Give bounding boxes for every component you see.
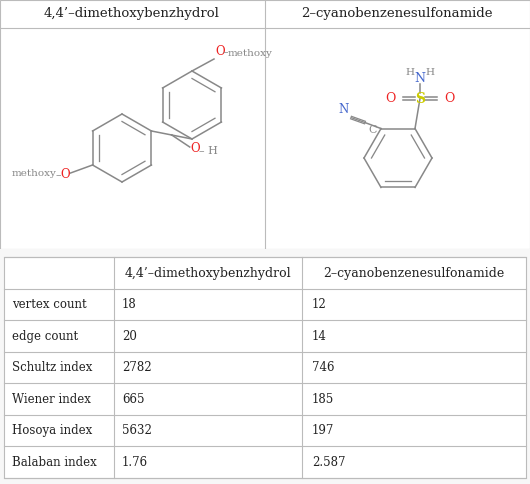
Text: 2–cyanobenzenesulfonamide: 2–cyanobenzenesulfonamide <box>323 267 505 280</box>
Text: Schultz index: Schultz index <box>12 361 92 374</box>
Text: 185: 185 <box>312 393 334 406</box>
Text: 2–cyanobenzenesulfonamide: 2–cyanobenzenesulfonamide <box>301 7 493 20</box>
Text: 12: 12 <box>312 298 327 311</box>
Text: O: O <box>191 141 200 154</box>
Text: Hosoya index: Hosoya index <box>12 424 92 437</box>
Text: 197: 197 <box>312 424 334 437</box>
Text: 18: 18 <box>122 298 137 311</box>
Text: – H: – H <box>199 146 218 156</box>
Text: Balaban index: Balaban index <box>12 456 97 469</box>
Text: 665: 665 <box>122 393 145 406</box>
Text: methoxy: methoxy <box>12 169 57 179</box>
Text: H: H <box>426 68 435 77</box>
Text: 5632: 5632 <box>122 424 152 437</box>
Text: N: N <box>414 72 426 85</box>
Text: S: S <box>415 91 425 106</box>
Text: methoxy: methoxy <box>228 49 273 58</box>
Text: 746: 746 <box>312 361 334 374</box>
Text: 4,4’–dimethoxybenzhydrol: 4,4’–dimethoxybenzhydrol <box>44 7 220 20</box>
Text: O: O <box>386 92 396 105</box>
Text: 4,4’–dimethoxybenzhydrol: 4,4’–dimethoxybenzhydrol <box>125 267 292 280</box>
Text: N: N <box>339 103 349 116</box>
Text: Wiener index: Wiener index <box>12 393 91 406</box>
Text: O: O <box>215 45 225 58</box>
Text: –: – <box>56 170 61 180</box>
Text: 2782: 2782 <box>122 361 152 374</box>
Text: H: H <box>405 68 414 77</box>
Text: vertex count: vertex count <box>12 298 86 311</box>
Text: C: C <box>368 124 376 135</box>
Text: 1.76: 1.76 <box>122 456 148 469</box>
Text: –: – <box>223 47 228 57</box>
Text: O: O <box>444 92 454 105</box>
Text: 20: 20 <box>122 330 137 343</box>
Text: 2.587: 2.587 <box>312 456 346 469</box>
Text: edge count: edge count <box>12 330 78 343</box>
Text: O: O <box>60 167 69 181</box>
Text: 14: 14 <box>312 330 327 343</box>
